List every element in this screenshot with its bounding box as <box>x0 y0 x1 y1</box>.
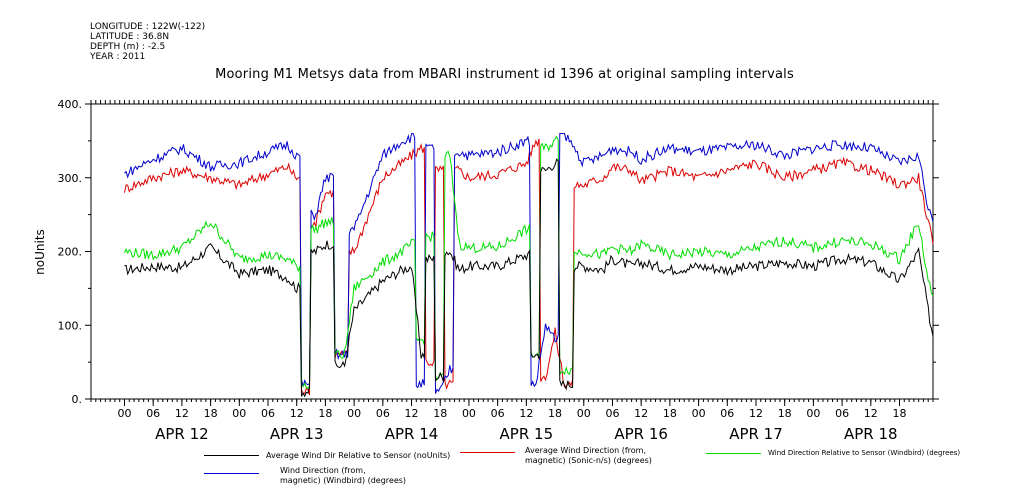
legend-swatch-series3 <box>706 453 761 454</box>
legend-swatch-series4 <box>204 473 259 474</box>
x-tick-label: 06 <box>261 407 275 420</box>
x-tick-label: 18 <box>204 407 218 420</box>
x-tick-label: 06 <box>835 407 849 420</box>
x-tick-label: 18 <box>663 407 677 420</box>
metadata-block: LONGITUDE : 122W(-122) LATITUDE : 36.8N … <box>90 22 205 62</box>
x-tick-label: 06 <box>376 407 390 420</box>
series-line-3 <box>124 135 934 390</box>
legend-label-series1: Average Wind Dir Relative to Sensor (noU… <box>266 451 451 460</box>
legend-label-series4-line1: Wind Direction (from, <box>280 466 366 475</box>
x-tick-label: 06 <box>491 407 505 420</box>
x-tick-label: 18 <box>548 407 562 420</box>
latitude-text: LATITUDE : 36.8N <box>90 32 170 42</box>
x-tick-label: 00 <box>806 407 820 420</box>
x-tick-label: 00 <box>692 407 706 420</box>
legend-label-series2-line2: magnetic) (Sonic-n/s) (degrees) <box>525 456 652 465</box>
series-line-2 <box>124 138 934 396</box>
x-tick-label: 12 <box>749 407 763 420</box>
x-tick-label: 06 <box>146 407 160 420</box>
y-axis-label: noUnits <box>33 229 47 275</box>
legend-swatch-series1 <box>204 455 259 456</box>
x-tick-label: 00 <box>462 407 476 420</box>
x-tick-label: 12 <box>864 407 878 420</box>
x-tick-label: 12 <box>634 407 648 420</box>
series-line-4 <box>124 132 934 394</box>
x-tick-label: 18 <box>893 407 907 420</box>
x-tick-label: 18 <box>318 407 332 420</box>
x-tick-label: 06 <box>605 407 619 420</box>
y-tick-label: 200. <box>58 246 83 259</box>
x-tick-label: 12 <box>175 407 189 420</box>
x-day-label: APR 13 <box>270 425 324 443</box>
x-tick-label: 12 <box>405 407 419 420</box>
x-day-label: APR 16 <box>614 425 668 443</box>
legend-swatch-series2 <box>460 452 515 453</box>
x-tick-label: 00 <box>117 407 131 420</box>
x-tick-label: 12 <box>519 407 533 420</box>
x-day-label: APR 18 <box>844 425 898 443</box>
y-tick-label: 0. <box>72 393 83 406</box>
legend-label-series3: Wind Direction Relative to Sensor (Windb… <box>768 449 961 457</box>
y-tick-label: 400. <box>58 98 83 111</box>
y-tick-label: 300. <box>58 172 83 185</box>
x-tick-label: 06 <box>720 407 734 420</box>
year-text: YEAR : 2011 <box>90 52 146 62</box>
x-tick-label: 12 <box>290 407 304 420</box>
legend-label-series4-line2: magnetic) (Windbird) (degrees) <box>280 476 407 485</box>
depth-text: DEPTH (m) : -2.5 <box>90 42 166 52</box>
x-tick-label: 00 <box>232 407 246 420</box>
chart-title: Mooring M1 Metsys data from MBARI instru… <box>215 67 794 82</box>
legend-label-series2-line1: Average Wind Direction (from, <box>525 446 647 455</box>
x-tick-label: 18 <box>778 407 792 420</box>
y-tick-label: 100. <box>58 319 83 332</box>
x-day-label: APR 14 <box>385 425 439 443</box>
x-day-label: APR 15 <box>500 425 554 443</box>
x-day-label: APR 17 <box>729 425 783 443</box>
x-day-label: APR 12 <box>155 425 209 443</box>
x-tick-label: 00 <box>347 407 361 420</box>
longitude-text: LONGITUDE : 122W(-122) <box>90 22 206 32</box>
x-tick-label: 18 <box>433 407 447 420</box>
series-line-1 <box>124 158 934 398</box>
x-tick-label: 00 <box>577 407 591 420</box>
